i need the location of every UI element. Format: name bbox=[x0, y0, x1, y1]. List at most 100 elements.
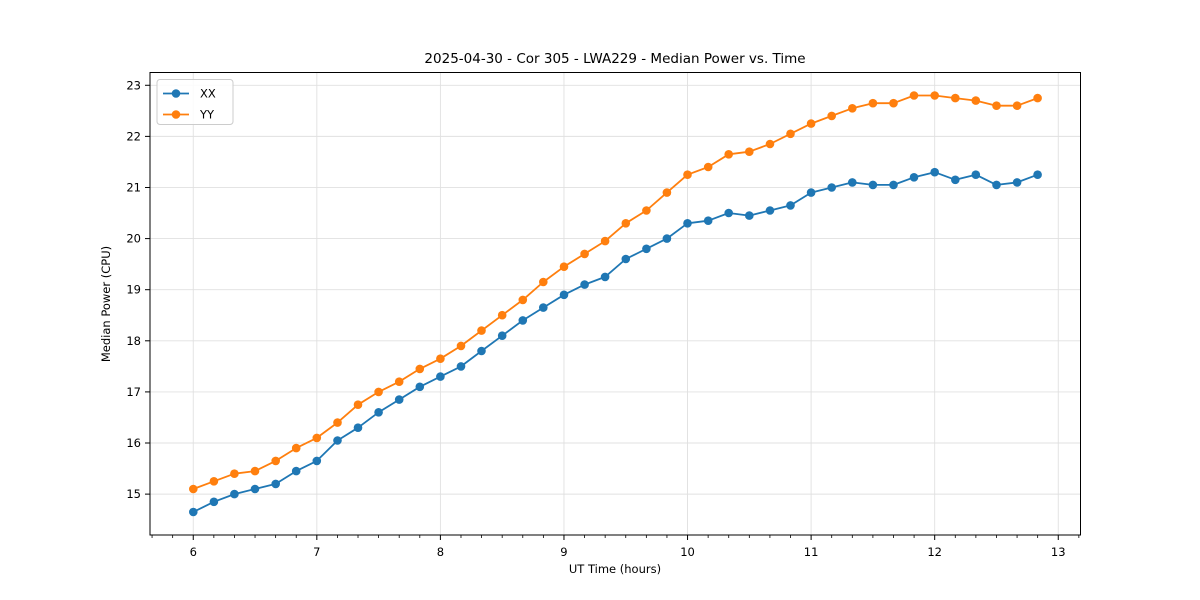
data-point-XX bbox=[745, 211, 754, 220]
data-point-XX bbox=[600, 272, 610, 282]
data-point-YY bbox=[909, 91, 919, 100]
data-point-YY bbox=[930, 91, 939, 100]
data-point-XX bbox=[930, 167, 939, 177]
data-point-YY bbox=[848, 104, 857, 113]
data-point-YY bbox=[291, 443, 301, 453]
data-point-XX bbox=[827, 183, 836, 192]
data-point-YY bbox=[621, 219, 631, 228]
data-point-XX bbox=[621, 254, 631, 264]
y-tick-label: 20 bbox=[126, 232, 141, 246]
data-point-YY bbox=[662, 188, 672, 197]
data-point-XX bbox=[394, 395, 404, 404]
x-axis-label: UT Time (hours) bbox=[569, 562, 661, 576]
x-tick-label: 9 bbox=[560, 545, 567, 559]
data-point-YY bbox=[642, 206, 651, 215]
data-point-XX bbox=[250, 484, 260, 494]
data-point-XX bbox=[703, 216, 713, 225]
y-tick-label: 22 bbox=[126, 129, 141, 143]
data-point-XX bbox=[642, 244, 651, 254]
y-tick-label: 23 bbox=[126, 78, 141, 92]
series-layer bbox=[189, 91, 1042, 517]
data-point-YY bbox=[394, 377, 404, 387]
data-point-YY bbox=[951, 93, 960, 103]
data-point-YY bbox=[806, 119, 816, 128]
data-point-XX bbox=[456, 362, 466, 371]
data-point-XX bbox=[374, 408, 383, 417]
data-point-YY bbox=[827, 111, 836, 121]
data-point-XX bbox=[312, 456, 322, 466]
data-point-YY bbox=[456, 341, 466, 351]
data-point-YY bbox=[518, 295, 528, 305]
data-point-XX bbox=[1033, 170, 1042, 179]
data-point-YY bbox=[250, 466, 260, 476]
data-point-YY bbox=[765, 139, 775, 149]
data-point-XX bbox=[971, 170, 981, 179]
data-point-YY bbox=[1012, 101, 1022, 110]
data-point-YY bbox=[230, 469, 239, 479]
data-point-XX bbox=[889, 180, 898, 190]
legend-marker-XX bbox=[171, 89, 181, 98]
plot-border bbox=[149, 72, 1081, 536]
data-point-YY bbox=[559, 262, 569, 272]
y-tick-label: 15 bbox=[126, 487, 141, 501]
data-point-XX bbox=[209, 497, 219, 507]
tick-layer: 6 7 8 9 10 11 12 13 15 16 17 18 19 20 21 22 23 bbox=[126, 78, 1080, 559]
y-tick-label: 18 bbox=[126, 334, 141, 348]
legend-label-XX: XX bbox=[200, 87, 216, 101]
x-tick-label: 12 bbox=[927, 545, 942, 559]
data-point-XX bbox=[436, 372, 445, 381]
data-point-XX bbox=[477, 346, 486, 356]
data-point-XX bbox=[909, 173, 919, 182]
data-point-YY bbox=[271, 456, 281, 466]
data-point-XX bbox=[806, 188, 816, 197]
data-point-YY bbox=[436, 354, 445, 364]
x-tick-label: 11 bbox=[804, 545, 819, 559]
data-point-XX bbox=[848, 178, 857, 187]
data-point-XX bbox=[353, 423, 363, 433]
x-tick-label: 7 bbox=[313, 545, 320, 559]
y-tick-label: 21 bbox=[126, 180, 141, 194]
y-axis-label: Median Power (CPU) bbox=[99, 246, 113, 362]
data-point-YY bbox=[539, 277, 548, 287]
data-point-YY bbox=[497, 310, 507, 320]
data-point-XX bbox=[291, 466, 301, 476]
data-point-XX bbox=[724, 208, 733, 218]
data-point-YY bbox=[333, 418, 342, 427]
grid-layer bbox=[150, 72, 1081, 535]
data-point-XX bbox=[230, 489, 239, 499]
y-tick-label: 17 bbox=[126, 385, 141, 399]
data-point-XX bbox=[1012, 178, 1022, 187]
data-point-YY bbox=[209, 477, 219, 486]
data-point-XX bbox=[992, 180, 1001, 190]
data-point-YY bbox=[312, 433, 322, 443]
chart-title: 2025-04-30 - Cor 305 - LWA229 - Median P… bbox=[424, 51, 805, 67]
data-point-XX bbox=[415, 382, 425, 392]
data-point-XX bbox=[765, 206, 775, 215]
data-point-YY bbox=[971, 96, 981, 105]
data-point-YY bbox=[600, 236, 610, 246]
data-point-YY bbox=[992, 101, 1001, 110]
data-point-XX bbox=[539, 303, 548, 312]
y-tick-label: 16 bbox=[126, 436, 141, 450]
data-point-YY bbox=[580, 249, 589, 259]
data-point-XX bbox=[559, 290, 569, 300]
data-point-XX bbox=[333, 436, 342, 445]
data-point-YY bbox=[786, 129, 795, 139]
y-tick-label: 19 bbox=[126, 283, 141, 297]
data-point-YY bbox=[353, 400, 363, 410]
data-point-XX bbox=[189, 507, 198, 517]
data-point-XX bbox=[868, 180, 878, 190]
legend-marker-YY bbox=[171, 110, 181, 119]
data-point-XX bbox=[786, 201, 795, 210]
data-point-XX bbox=[497, 331, 507, 341]
data-point-XX bbox=[518, 316, 528, 325]
data-point-XX bbox=[580, 280, 589, 289]
data-point-YY bbox=[745, 147, 754, 156]
data-point-YY bbox=[1033, 93, 1042, 103]
data-point-XX bbox=[271, 479, 281, 489]
data-point-YY bbox=[868, 98, 878, 108]
legend-box bbox=[156, 79, 234, 125]
data-point-YY bbox=[889, 98, 898, 108]
data-point-XX bbox=[662, 234, 672, 243]
data-point-XX bbox=[951, 175, 960, 185]
